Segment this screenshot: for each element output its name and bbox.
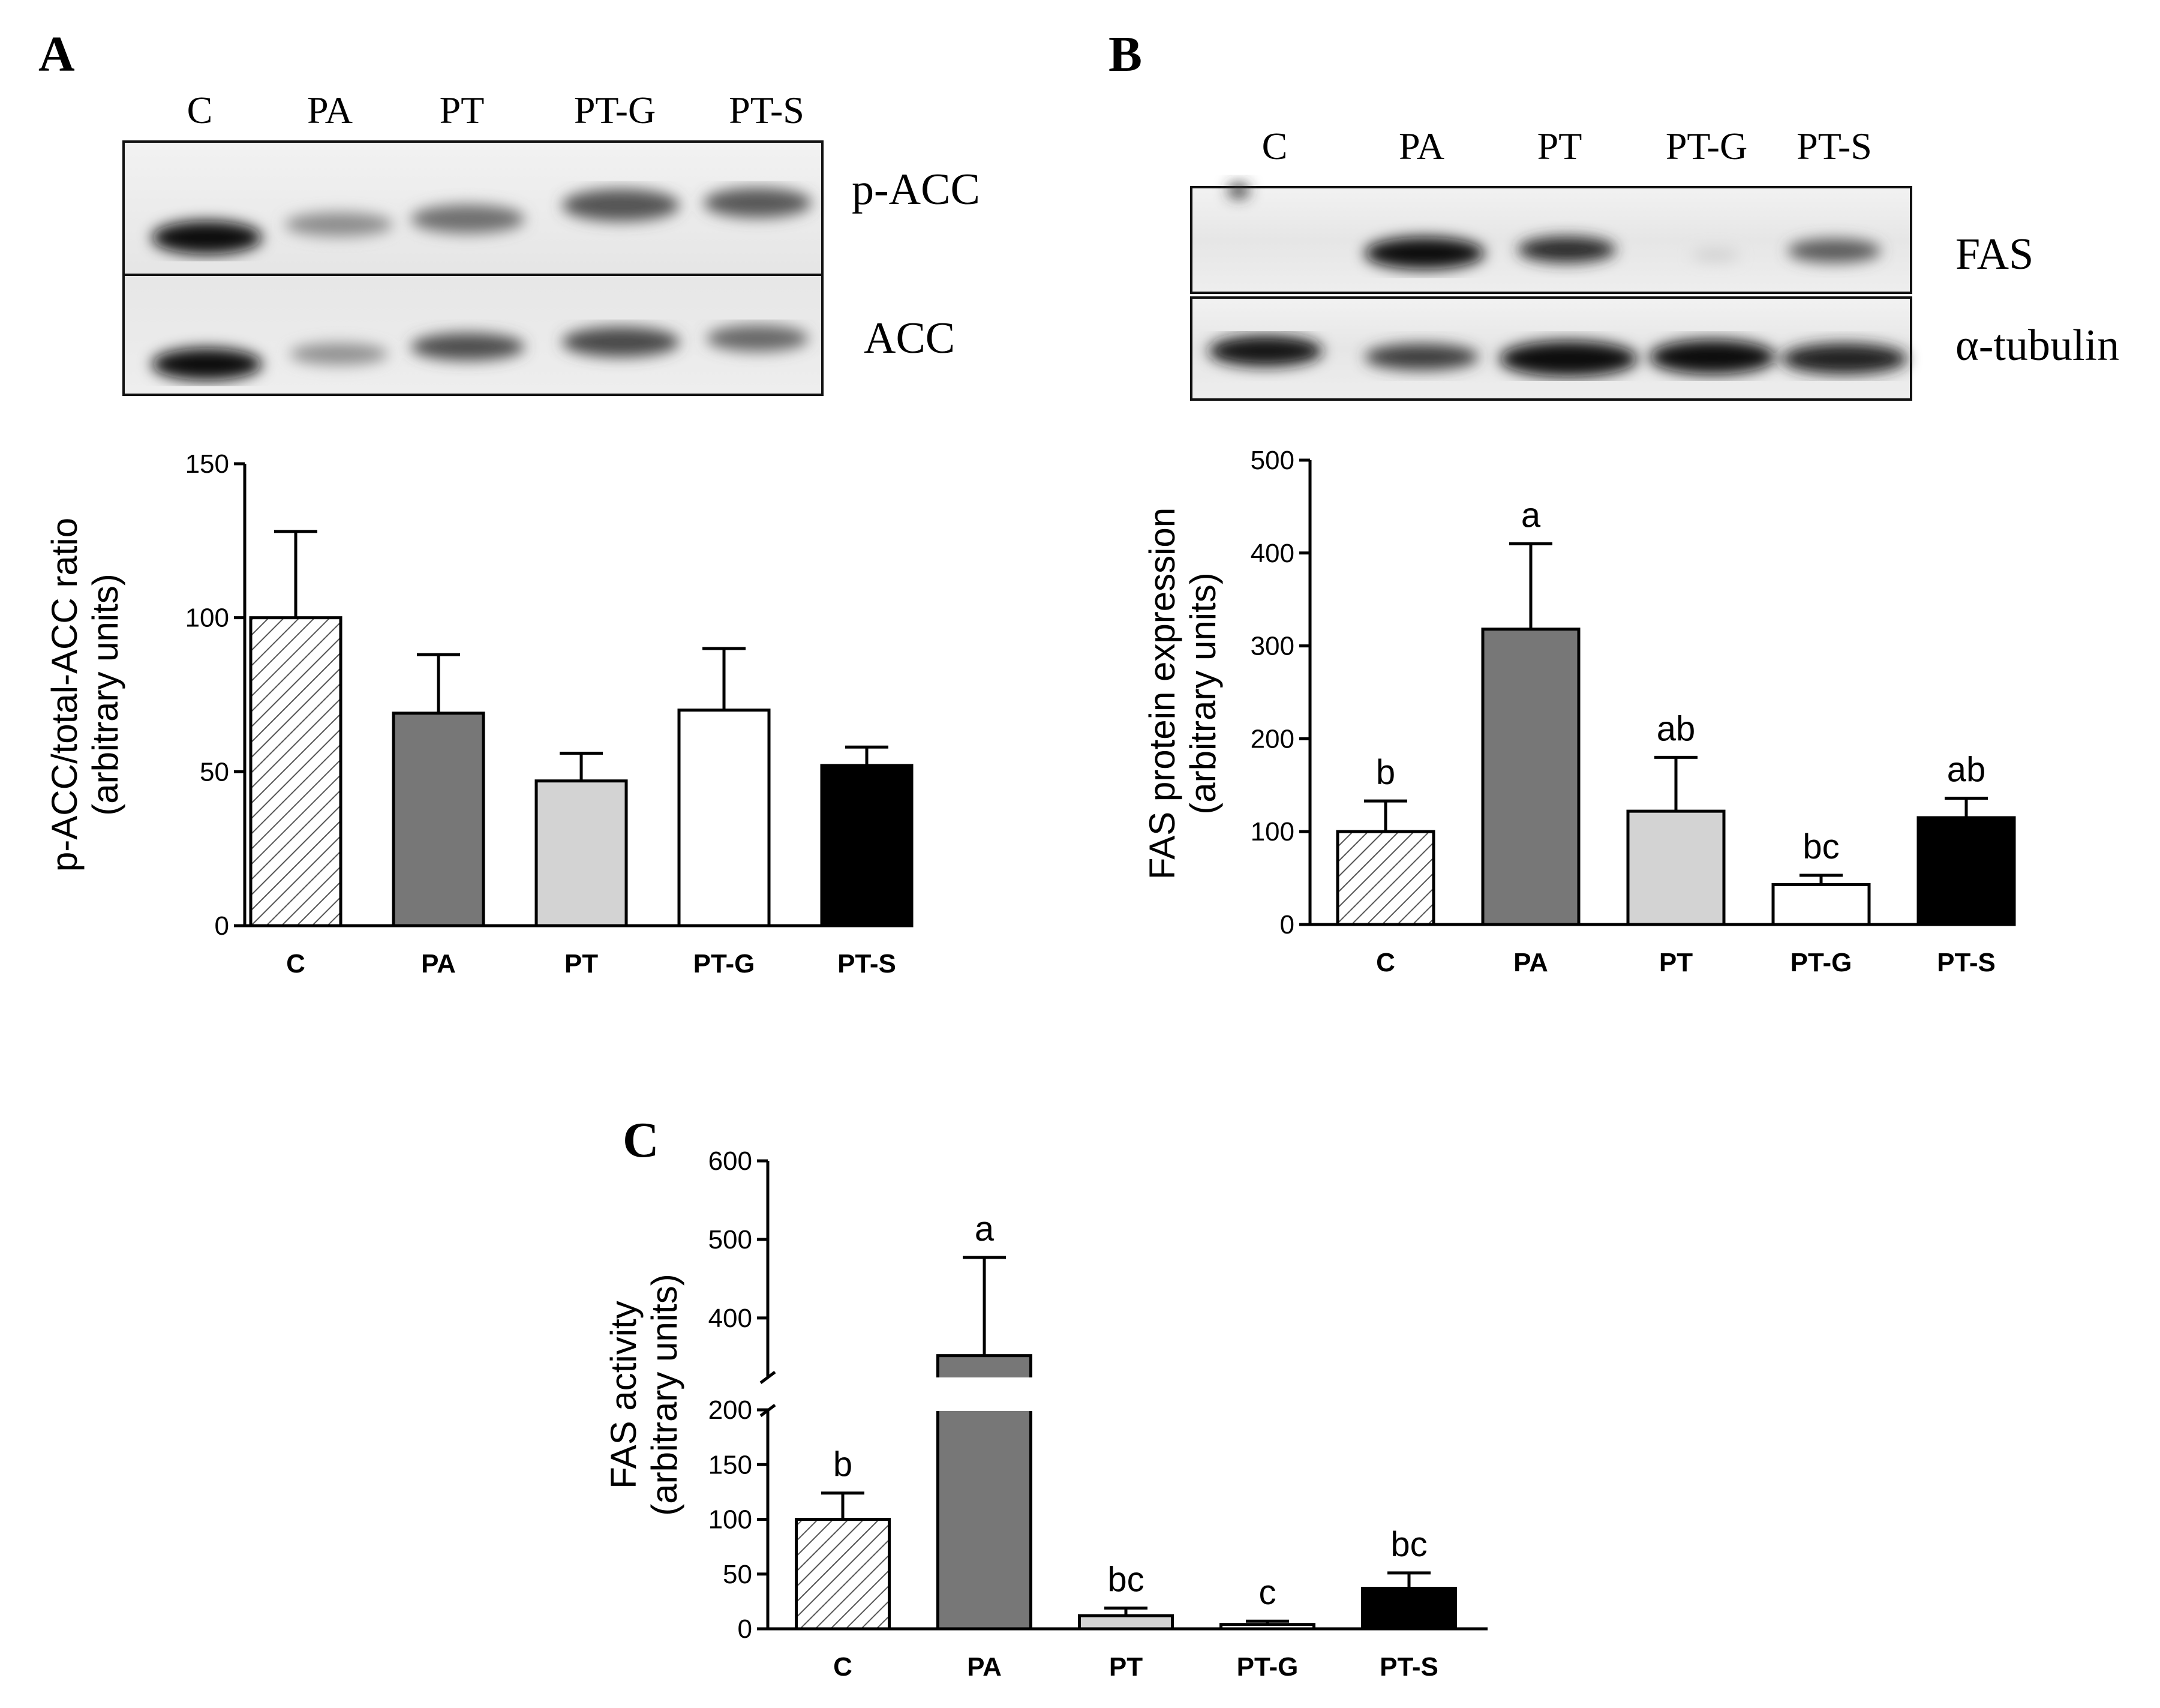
y-tick-label-50: 50 xyxy=(200,757,229,787)
lane-labels-a: C PA PT PT-G PT-S xyxy=(187,89,804,131)
significance-label-pa: a xyxy=(1521,496,1541,535)
y-tick-label-50: 50 xyxy=(723,1560,752,1589)
lane-label-pt-g: PT-G xyxy=(1666,125,1747,167)
y-tick-label-400: 400 xyxy=(1251,539,1294,568)
lane-label-c: C xyxy=(1262,125,1288,167)
lane-label-pa: PA xyxy=(1399,125,1444,167)
bar-pt xyxy=(1078,1614,1174,1631)
lane-label-pt: PT xyxy=(440,89,485,131)
bands-p-acc xyxy=(152,188,812,254)
significance-label-pa: a xyxy=(975,1209,995,1248)
lane-label-pa: PA xyxy=(307,89,353,131)
x-tick-label-pt: PT xyxy=(564,949,598,978)
x-tick-label-pt-s: PT-S xyxy=(1937,948,1996,977)
bar-c xyxy=(795,1518,891,1631)
lane-label-c: C xyxy=(187,89,213,131)
bar-pt-g xyxy=(1219,1623,1315,1631)
lane-label-pt-s: PT-S xyxy=(729,89,804,131)
bands-acc xyxy=(152,325,809,380)
bands-fas xyxy=(1228,184,1881,269)
lane-labels-b: C PA PT PT-G PT-S xyxy=(1262,125,1872,167)
y-tick-label-150: 150 xyxy=(708,1450,752,1479)
significance-label-c: b xyxy=(833,1445,852,1484)
x-tick-label-pt-s: PT-S xyxy=(837,949,896,978)
y-axis-title: FAS activity xyxy=(603,1301,644,1488)
x-tick-label-pa: PA xyxy=(1513,948,1548,977)
western-blot-a: C PA PT PT-G PT-S p-ACC ACC xyxy=(122,89,980,396)
panel-label-b: B xyxy=(1108,26,1142,82)
bar-chart-c: 0 50 100 150 200 400 500 600 Cb PA a PT bc PT-G c PT-S b… xyxy=(603,1146,1488,1682)
bar-c xyxy=(1336,830,1435,926)
bar-pt-s xyxy=(1916,816,2016,926)
x-tick-label-pt: PT xyxy=(1659,948,1693,977)
y-axis-subtitle: (arbitrary units) xyxy=(85,574,125,815)
significance-label-pt-s: bc xyxy=(1390,1525,1427,1564)
y-tick-label-0: 0 xyxy=(738,1614,752,1644)
y-tick-label-500: 500 xyxy=(1251,446,1294,475)
x-tick-label-pt-g: PT-G xyxy=(1237,1652,1299,1682)
significance-label-pt-g: c xyxy=(1259,1573,1276,1612)
x-tick-label-c: C xyxy=(1376,948,1395,977)
y-axis-subtitle: (arbitrary units) xyxy=(644,1274,684,1515)
bar-pa xyxy=(1481,628,1581,926)
y-tick-label-150: 150 xyxy=(185,449,229,479)
significance-label-pt: ab xyxy=(1657,709,1696,748)
y-tick-label-200: 200 xyxy=(1251,724,1294,754)
bar-pa xyxy=(392,712,485,927)
bar-c xyxy=(249,616,343,927)
y-tick-label-0: 0 xyxy=(215,911,229,941)
y-tick-label-100: 100 xyxy=(1251,817,1294,847)
y-tick-label-400: 400 xyxy=(708,1304,752,1333)
y-tick-label-100: 100 xyxy=(185,604,229,633)
x-tick-label-c: C xyxy=(833,1652,852,1682)
panel-label-a: A xyxy=(38,26,75,82)
bar-chart-a: 0 50 100 150 C PA PT PT-G PT-S p-ACC/total-ACC ra… xyxy=(44,449,914,978)
bar-pt-s xyxy=(1361,1586,1457,1631)
protein-label-alpha-tubulin: α-tubulin xyxy=(1955,321,2119,370)
bar-pt-g xyxy=(677,709,771,927)
x-tick-label-c: C xyxy=(286,949,305,978)
lane-label-pt-s: PT-S xyxy=(1797,125,1872,167)
protein-label-p-acc: p-ACC xyxy=(852,165,980,214)
bar-pt xyxy=(534,779,628,927)
y-axis-title: FAS protein expression xyxy=(1142,508,1182,879)
protein-label-acc: ACC xyxy=(864,314,955,363)
x-tick-label-pt: PT xyxy=(1109,1652,1143,1682)
y-axis-subtitle: (arbitrary units) xyxy=(1183,572,1223,814)
y-tick-label-600: 600 xyxy=(708,1146,752,1176)
bands-alpha-tubulin xyxy=(1209,335,1907,377)
x-tick-label-pa: PA xyxy=(421,949,456,978)
significance-label-pt-g: bc xyxy=(1802,827,1839,866)
axis-break-mark xyxy=(759,1371,776,1384)
significance-label-pt-s: ab xyxy=(1947,750,1986,789)
lane-label-pt-g: PT-G xyxy=(574,89,656,131)
western-blot-b: C PA PT PT-G PT-S FAS α-tubulin xyxy=(1190,125,2119,401)
significance-label-pt: bc xyxy=(1107,1560,1144,1599)
y-tick-label-200: 200 xyxy=(708,1395,752,1425)
x-tick-label-pt-s: PT-S xyxy=(1380,1652,1438,1682)
y-tick-label-100: 100 xyxy=(708,1505,752,1535)
y-tick-label-0: 0 xyxy=(1280,910,1294,939)
lane-label-pt: PT xyxy=(1537,125,1582,167)
x-tick-label-pt-g: PT-G xyxy=(1791,948,1852,977)
bar-pt-g xyxy=(1771,882,1871,926)
y-tick-label-500: 500 xyxy=(708,1225,752,1254)
bar-pt xyxy=(1626,809,1726,926)
protein-label-fas: FAS xyxy=(1955,230,2033,279)
significance-label-c: b xyxy=(1376,753,1395,792)
bar-pt-s xyxy=(820,764,914,927)
bar-chart-b: 0 100 200 300 400 500 Cb PA a PT ab PT-G bc PT-S ab FAS… xyxy=(1142,446,2016,977)
bar-break-gap xyxy=(935,1377,1034,1411)
x-tick-label-pa: PA xyxy=(967,1652,1002,1682)
y-axis-title: p-ACC/total-ACC ratio xyxy=(44,518,85,872)
panel-label-c: C xyxy=(623,1112,659,1168)
x-tick-label-pt-g: PT-G xyxy=(693,949,755,978)
y-tick-label-300: 300 xyxy=(1251,632,1294,661)
